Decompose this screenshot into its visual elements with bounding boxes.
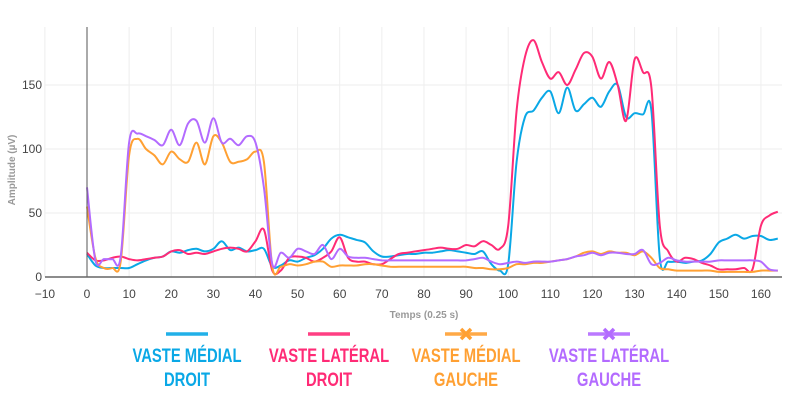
series-line-1 [86,39,779,276]
legend-label-line2: GAUCHE [434,369,498,390]
legend-label-line2: GAUCHE [577,369,641,390]
legend-label-line1: VASTE MÉDIAL [411,345,520,366]
y-tick-label: 100 [22,142,42,156]
legend-label-line2: DROIT [164,369,211,390]
series-line-0 [86,82,778,276]
x-tick-label: 10 [122,287,136,301]
x-tick-label: 50 [291,287,305,301]
x-marker-icon [459,327,473,341]
x-marker-icon [602,327,616,341]
x-tick-label: 160 [751,287,771,301]
x-tick-label: 90 [459,287,473,301]
y-tick-label: 150 [22,78,42,92]
x-tick-label: 150 [709,287,729,301]
x-tick-label: 70 [375,287,389,301]
x-tick-label: 60 [333,287,347,301]
series-line-2 [86,134,778,276]
x-tick-label: 140 [667,287,687,301]
x-tick-label: 30 [207,287,221,301]
legend-item[interactable]: VASTE LATÉRAL GAUCHE [549,327,669,390]
x-tick-label: −10 [35,287,56,301]
tick-labels: −10 0 10 20 30 40 50 60 70 80 90 100 110 120 130 140 150… [22,78,771,301]
y-axis-label: Amplitude (µV) [7,135,18,206]
x-tick-label: 110 [541,287,560,301]
x-tick-label: 80 [417,287,431,301]
x-tick-label: 100 [498,287,518,301]
x-tick-label: 120 [582,287,602,301]
series-lines [86,39,779,276]
x-tick-label: 40 [249,287,263,301]
legend-label-line2: DROIT [306,369,353,390]
x-tick-label: 130 [625,287,645,301]
grid [44,27,782,277]
axes [45,27,782,278]
x-axis-label: Temps (0.25 s) [390,310,459,321]
legend-label-line1: VASTE MÉDIAL [132,345,241,366]
legend-item[interactable]: VASTE MÉDIAL DROIT [132,332,242,390]
series-line-3 [86,117,778,272]
y-tick-label: 50 [29,206,43,220]
y-tick-label: 0 [35,270,42,284]
legend-label-line1: VASTE LATÉRAL [269,345,389,366]
legend-item[interactable]: VASTE MÉDIAL GAUCHE [411,327,521,390]
x-tick-label: 0 [84,287,91,301]
legend-label-line1: VASTE LATÉRAL [549,345,669,366]
x-tick-label: 20 [165,287,179,301]
legend-item[interactable]: VASTE LATÉRAL DROIT [269,332,389,390]
